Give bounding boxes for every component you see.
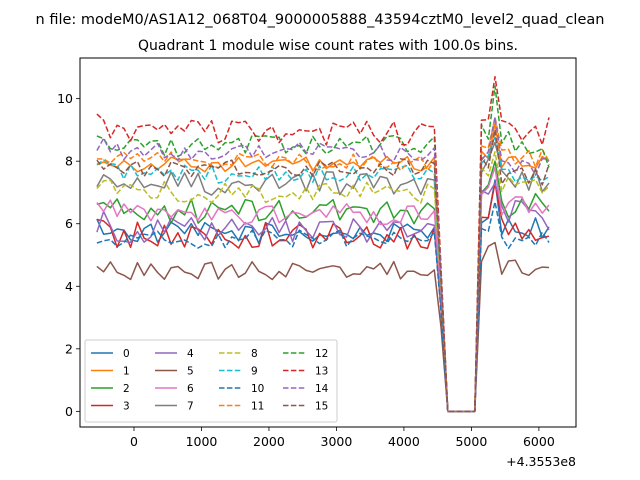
y-axis: 0 2 4 6 8 10 bbox=[57, 91, 80, 419]
x-axis: 0 1000 2000 3000 4000 5000 6000 bbox=[130, 427, 555, 449]
legend-label: 1 bbox=[123, 366, 130, 378]
legend-label: 15 bbox=[315, 401, 328, 413]
y-tick-label: 10 bbox=[57, 91, 73, 106]
legend-label: 9 bbox=[251, 366, 258, 378]
legend-label: 4 bbox=[187, 348, 194, 360]
x-tick-label: 5000 bbox=[455, 434, 487, 449]
legend-label: 2 bbox=[123, 383, 130, 395]
legend-label: 13 bbox=[315, 366, 328, 378]
series-line-10 bbox=[96, 201, 550, 413]
y-tick-label: 8 bbox=[65, 154, 73, 169]
legend-label: 7 bbox=[187, 401, 194, 413]
chart-title: Quadrant 1 module wise count rates with … bbox=[138, 38, 518, 54]
y-tick-label: 4 bbox=[65, 279, 73, 294]
y-tick-label: 2 bbox=[65, 341, 73, 356]
plot-area-frame bbox=[79, 57, 577, 428]
series-line-15 bbox=[96, 129, 550, 413]
y-tick-label: 6 bbox=[65, 216, 73, 231]
legend-label: 3 bbox=[123, 401, 130, 413]
y-tick-label: 0 bbox=[65, 404, 73, 419]
x-tick-label: 2000 bbox=[253, 434, 285, 449]
legend-label: 14 bbox=[315, 383, 329, 395]
series-layer bbox=[96, 76, 550, 413]
series-line-14 bbox=[96, 116, 550, 413]
legend-label: 0 bbox=[123, 348, 130, 360]
x-tick-label: 4000 bbox=[388, 434, 420, 449]
legend-box bbox=[84, 339, 338, 423]
x-tick-label: 1000 bbox=[186, 434, 218, 449]
x-axis-offset-label: +4.3553e8 bbox=[506, 454, 576, 469]
x-tick-label: 0 bbox=[130, 434, 138, 449]
legend-label: 12 bbox=[315, 348, 328, 360]
x-tick-label: 3000 bbox=[321, 434, 353, 449]
legend-label: 8 bbox=[251, 348, 258, 360]
legend-label: 11 bbox=[251, 401, 264, 413]
chart-suptitle: n file: modeM0/AS1A12_068T04_9000005888_… bbox=[36, 12, 605, 28]
legend-label: 10 bbox=[251, 383, 264, 395]
legend-label: 6 bbox=[187, 383, 194, 395]
x-tick-label: 6000 bbox=[523, 434, 555, 449]
legend-label: 5 bbox=[187, 366, 194, 378]
